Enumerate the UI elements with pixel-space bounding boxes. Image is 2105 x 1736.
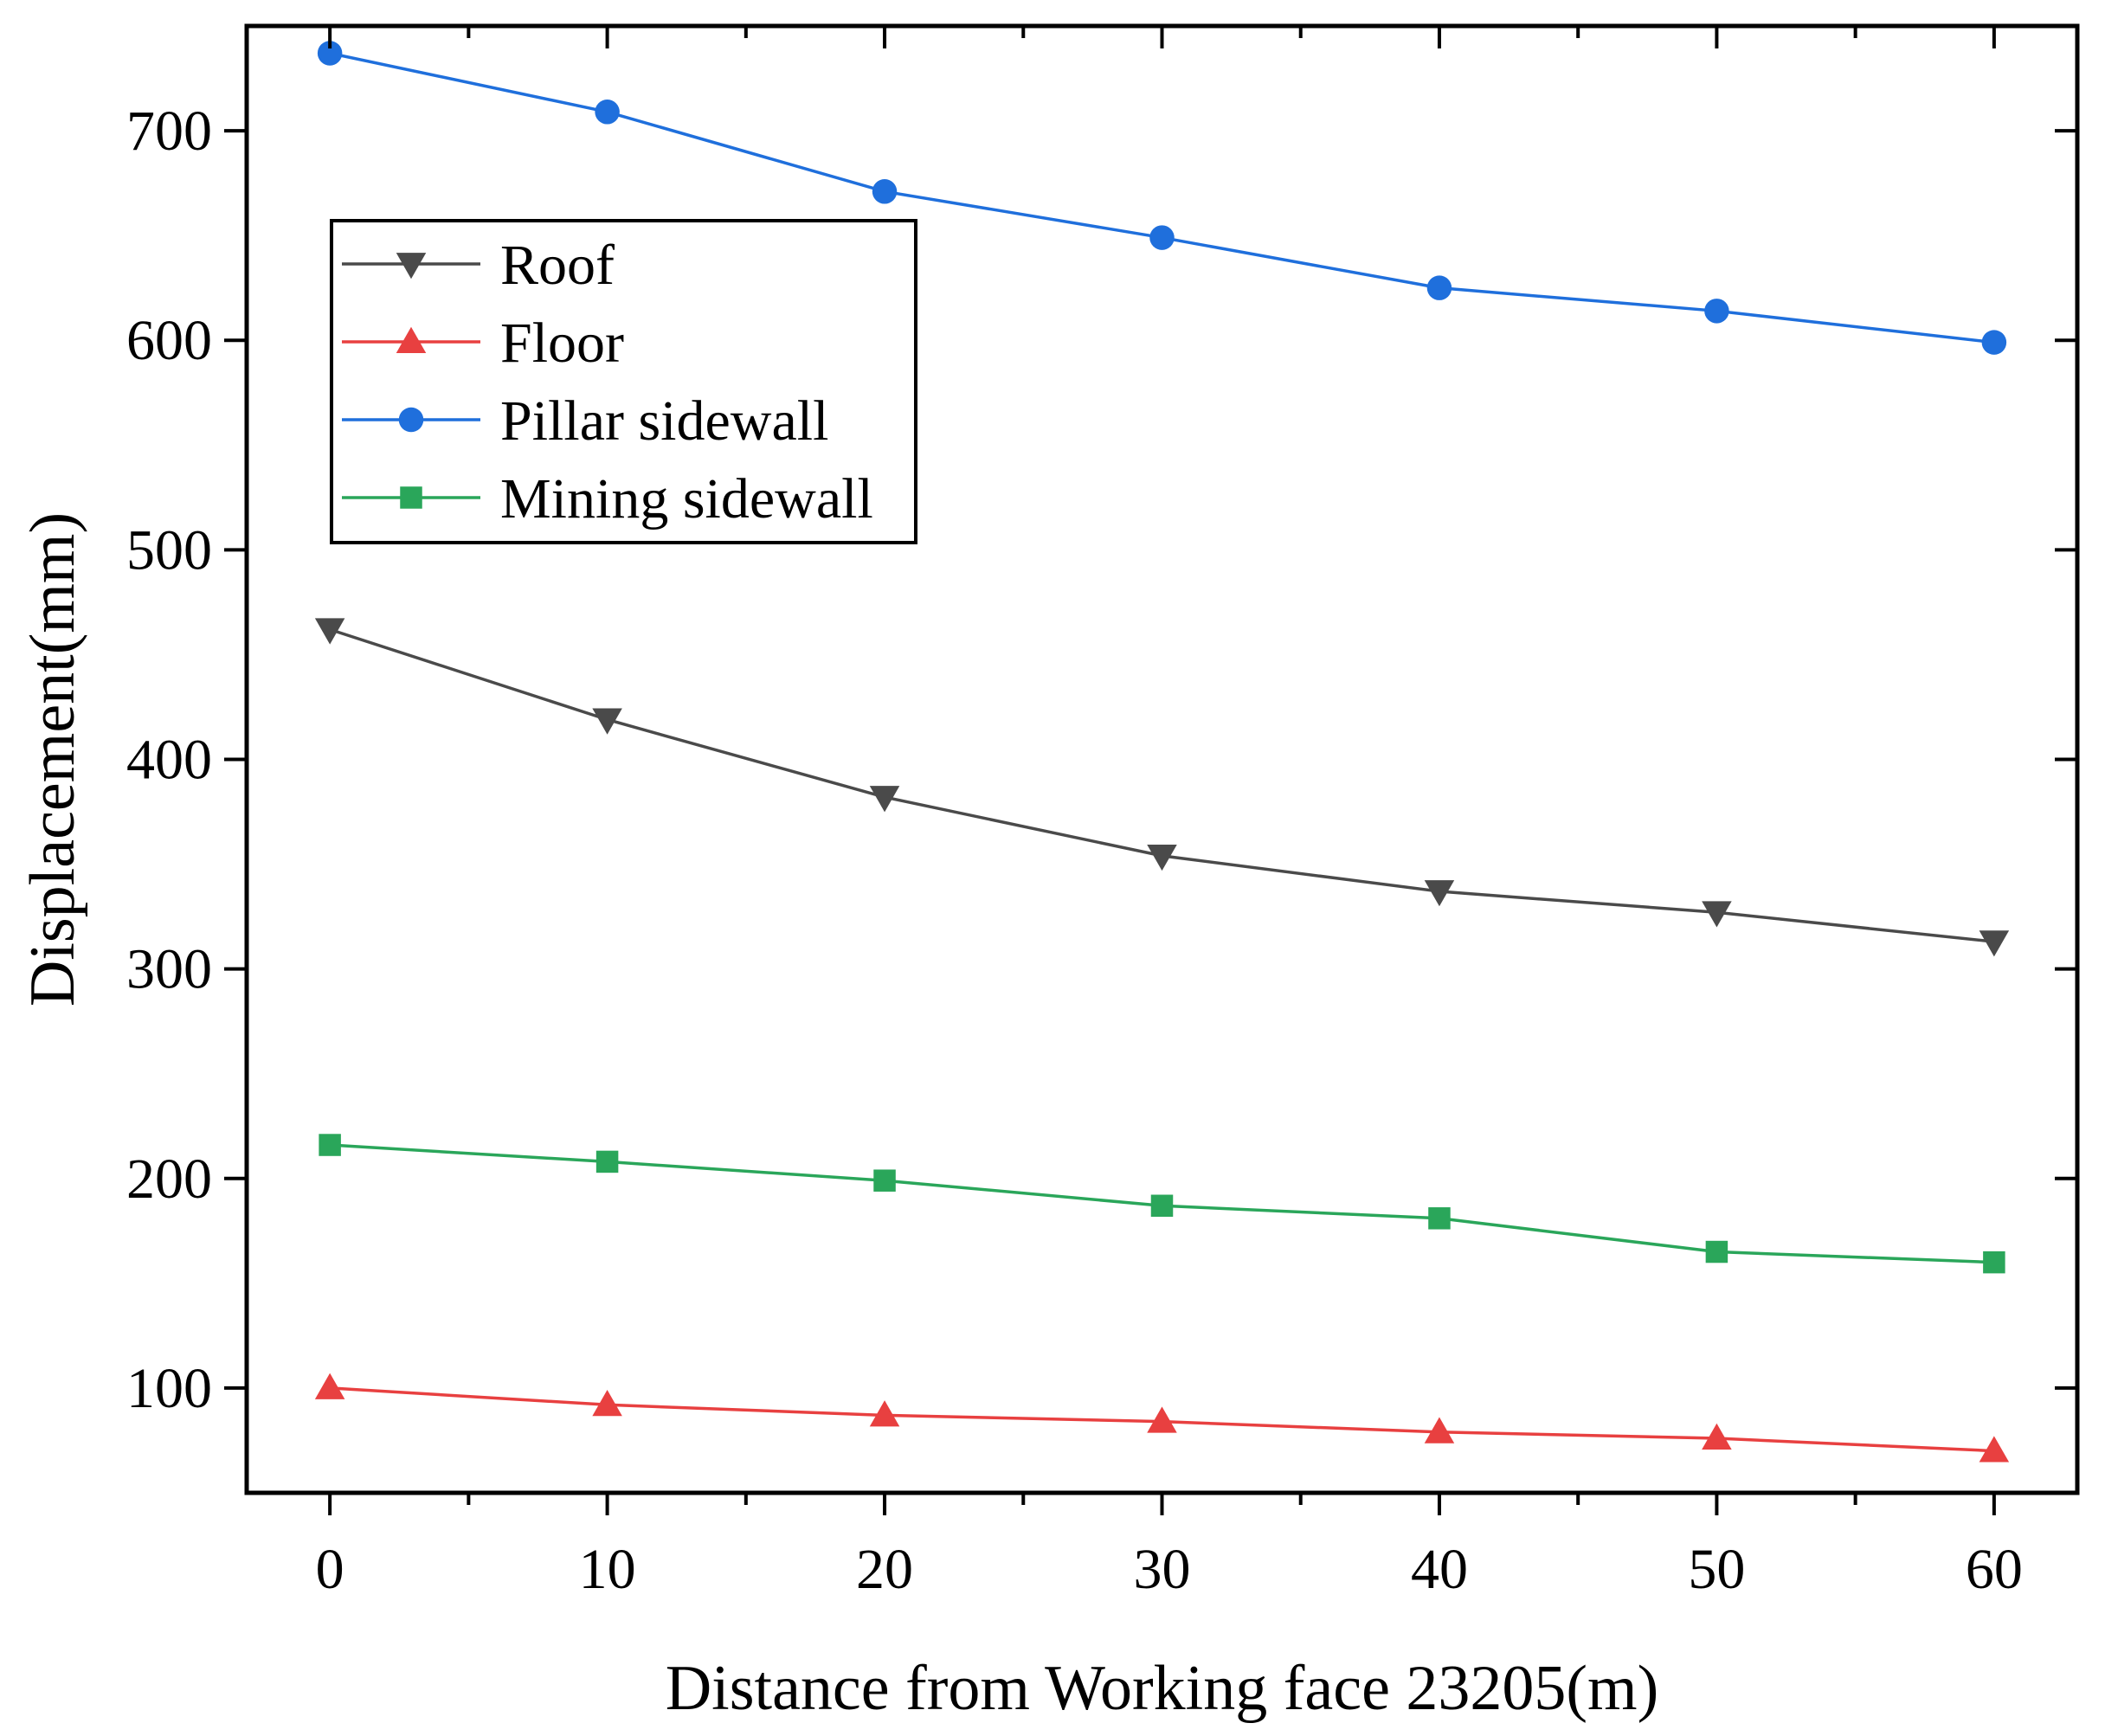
y-tick-label: 500 <box>126 518 212 582</box>
data-point-mining-sidewall <box>1705 1240 1728 1263</box>
series-floor <box>314 1373 2010 1463</box>
y-tick-label: 400 <box>126 729 212 792</box>
y-tick-label: 200 <box>126 1148 212 1211</box>
data-point-mining-sidewall <box>1150 1194 1174 1218</box>
data-point-mining-sidewall <box>1983 1251 2005 1274</box>
y-tick-label: 100 <box>126 1357 212 1420</box>
series-roof <box>314 618 2010 957</box>
data-point-roof <box>1979 930 2010 957</box>
legend: Roof Floor Pillar sidewall Mining sidewall <box>330 219 917 544</box>
x-tick-label: 30 <box>1134 1538 1191 1601</box>
legend-label-pillar-sidewall: Pillar sidewall <box>500 389 828 453</box>
data-point-roof <box>1424 880 1455 907</box>
data-point-roof <box>869 786 900 813</box>
data-point-floor <box>1979 1436 2010 1463</box>
data-point-floor <box>314 1373 345 1399</box>
legend-box <box>330 219 917 544</box>
legend-item-pillar-sidewall: Pillar sidewall <box>342 389 828 453</box>
data-point-floor <box>592 1390 622 1417</box>
x-tick-label: 0 <box>316 1538 344 1601</box>
x-tick-label: 50 <box>1688 1538 1745 1601</box>
legend-item-mining-sidewall: Mining sidewall <box>342 467 873 530</box>
data-point-floor <box>1424 1417 1455 1443</box>
data-point-pillar-sidewall <box>1704 299 1729 324</box>
legend-marker-pillar-sidewall <box>398 407 424 433</box>
data-point-floor <box>1702 1423 1732 1450</box>
y-axis-title: Displacement(mm) <box>17 512 88 1006</box>
x-tick-label: 20 <box>856 1538 913 1601</box>
data-point-pillar-sidewall <box>1426 275 1452 300</box>
data-point-roof <box>1147 844 1177 871</box>
series-pillar-sidewall <box>317 41 2007 355</box>
y-tick-label: 600 <box>126 309 212 372</box>
x-tick-label: 60 <box>1966 1538 2023 1601</box>
data-point-mining-sidewall <box>319 1134 341 1156</box>
data-point-floor <box>1147 1406 1177 1433</box>
data-point-pillar-sidewall <box>872 179 898 204</box>
data-point-roof <box>1702 901 1732 928</box>
legend-item-floor: Floor <box>342 312 624 375</box>
ticks-layer: 0 10 20 30 40 50 60 100 200 300 400 500 600 700 <box>126 26 2077 1601</box>
legend-label-floor: Floor <box>500 312 624 375</box>
x-tick-label: 40 <box>1411 1538 1468 1601</box>
legend-item-roof: Roof <box>342 234 615 297</box>
data-point-pillar-sidewall <box>1149 225 1175 250</box>
data-point-roof <box>592 708 622 735</box>
data-point-pillar-sidewall <box>1981 330 2007 355</box>
legend-label-mining-sidewall: Mining sidewall <box>500 467 873 530</box>
data-point-pillar-sidewall <box>317 41 343 66</box>
x-axis-title: Distance from Working face 23205(m) <box>666 1653 1659 1724</box>
y-tick-label: 300 <box>126 938 212 1001</box>
data-point-mining-sidewall <box>873 1169 896 1192</box>
legend-marker-roof <box>396 253 427 280</box>
data-point-mining-sidewall <box>1428 1207 1451 1230</box>
data-point-roof <box>314 618 345 645</box>
series-mining-sidewall <box>319 1134 2005 1274</box>
data-point-mining-sidewall <box>595 1150 619 1173</box>
data-point-floor <box>869 1400 900 1427</box>
legend-marker-mining-sidewall <box>400 486 422 509</box>
legend-marker-floor <box>396 326 427 353</box>
data-point-pillar-sidewall <box>595 100 620 125</box>
x-tick-label: 10 <box>579 1538 636 1601</box>
legend-label-roof: Roof <box>500 234 615 297</box>
y-tick-label: 700 <box>126 100 212 163</box>
series-layer <box>314 41 2010 1463</box>
